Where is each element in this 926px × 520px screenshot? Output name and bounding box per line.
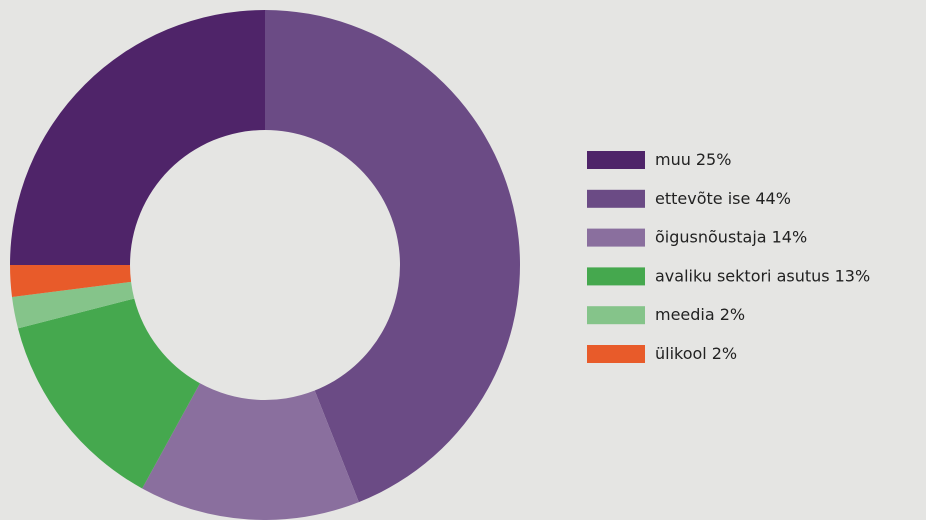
legend-swatch [587, 306, 645, 325]
legend-label: meedia 2% [655, 305, 745, 324]
legend-name: avaliku sektori asutus [655, 266, 830, 285]
legend-value: 44% [755, 188, 791, 207]
legend-value: 2% [712, 344, 737, 363]
legend-swatch [587, 151, 645, 169]
donut-segment [265, 10, 521, 503]
legend-swatch [587, 189, 645, 208]
legend-label: muu 25% [655, 150, 731, 169]
legend-name: ettevõte ise [655, 188, 750, 207]
donut-segment [10, 10, 265, 265]
legend-name: meedia [655, 305, 715, 324]
legend-label: õigusnõustaja 14% [655, 227, 807, 246]
legend-name: muu [655, 150, 691, 169]
legend-value: 14% [772, 227, 808, 246]
legend-swatch [587, 345, 645, 363]
legend-value: 2% [720, 305, 745, 324]
legend-label: ülikool 2% [655, 344, 737, 363]
legend-value: 13% [835, 266, 871, 285]
legend-name: ülikool [655, 344, 707, 363]
legend-swatch [587, 228, 645, 247]
legend-swatch [587, 267, 645, 286]
legend-value: 25% [696, 150, 732, 169]
donut-segment [10, 265, 132, 297]
donut-segment [18, 298, 200, 489]
legend-label: avaliku sektori asutus 13% [655, 266, 870, 285]
legend-label: ettevõte ise 44% [655, 188, 791, 207]
donut-segment [12, 281, 135, 329]
legend-name: õigusnõustaja [655, 227, 767, 246]
donut-segment [142, 383, 359, 520]
